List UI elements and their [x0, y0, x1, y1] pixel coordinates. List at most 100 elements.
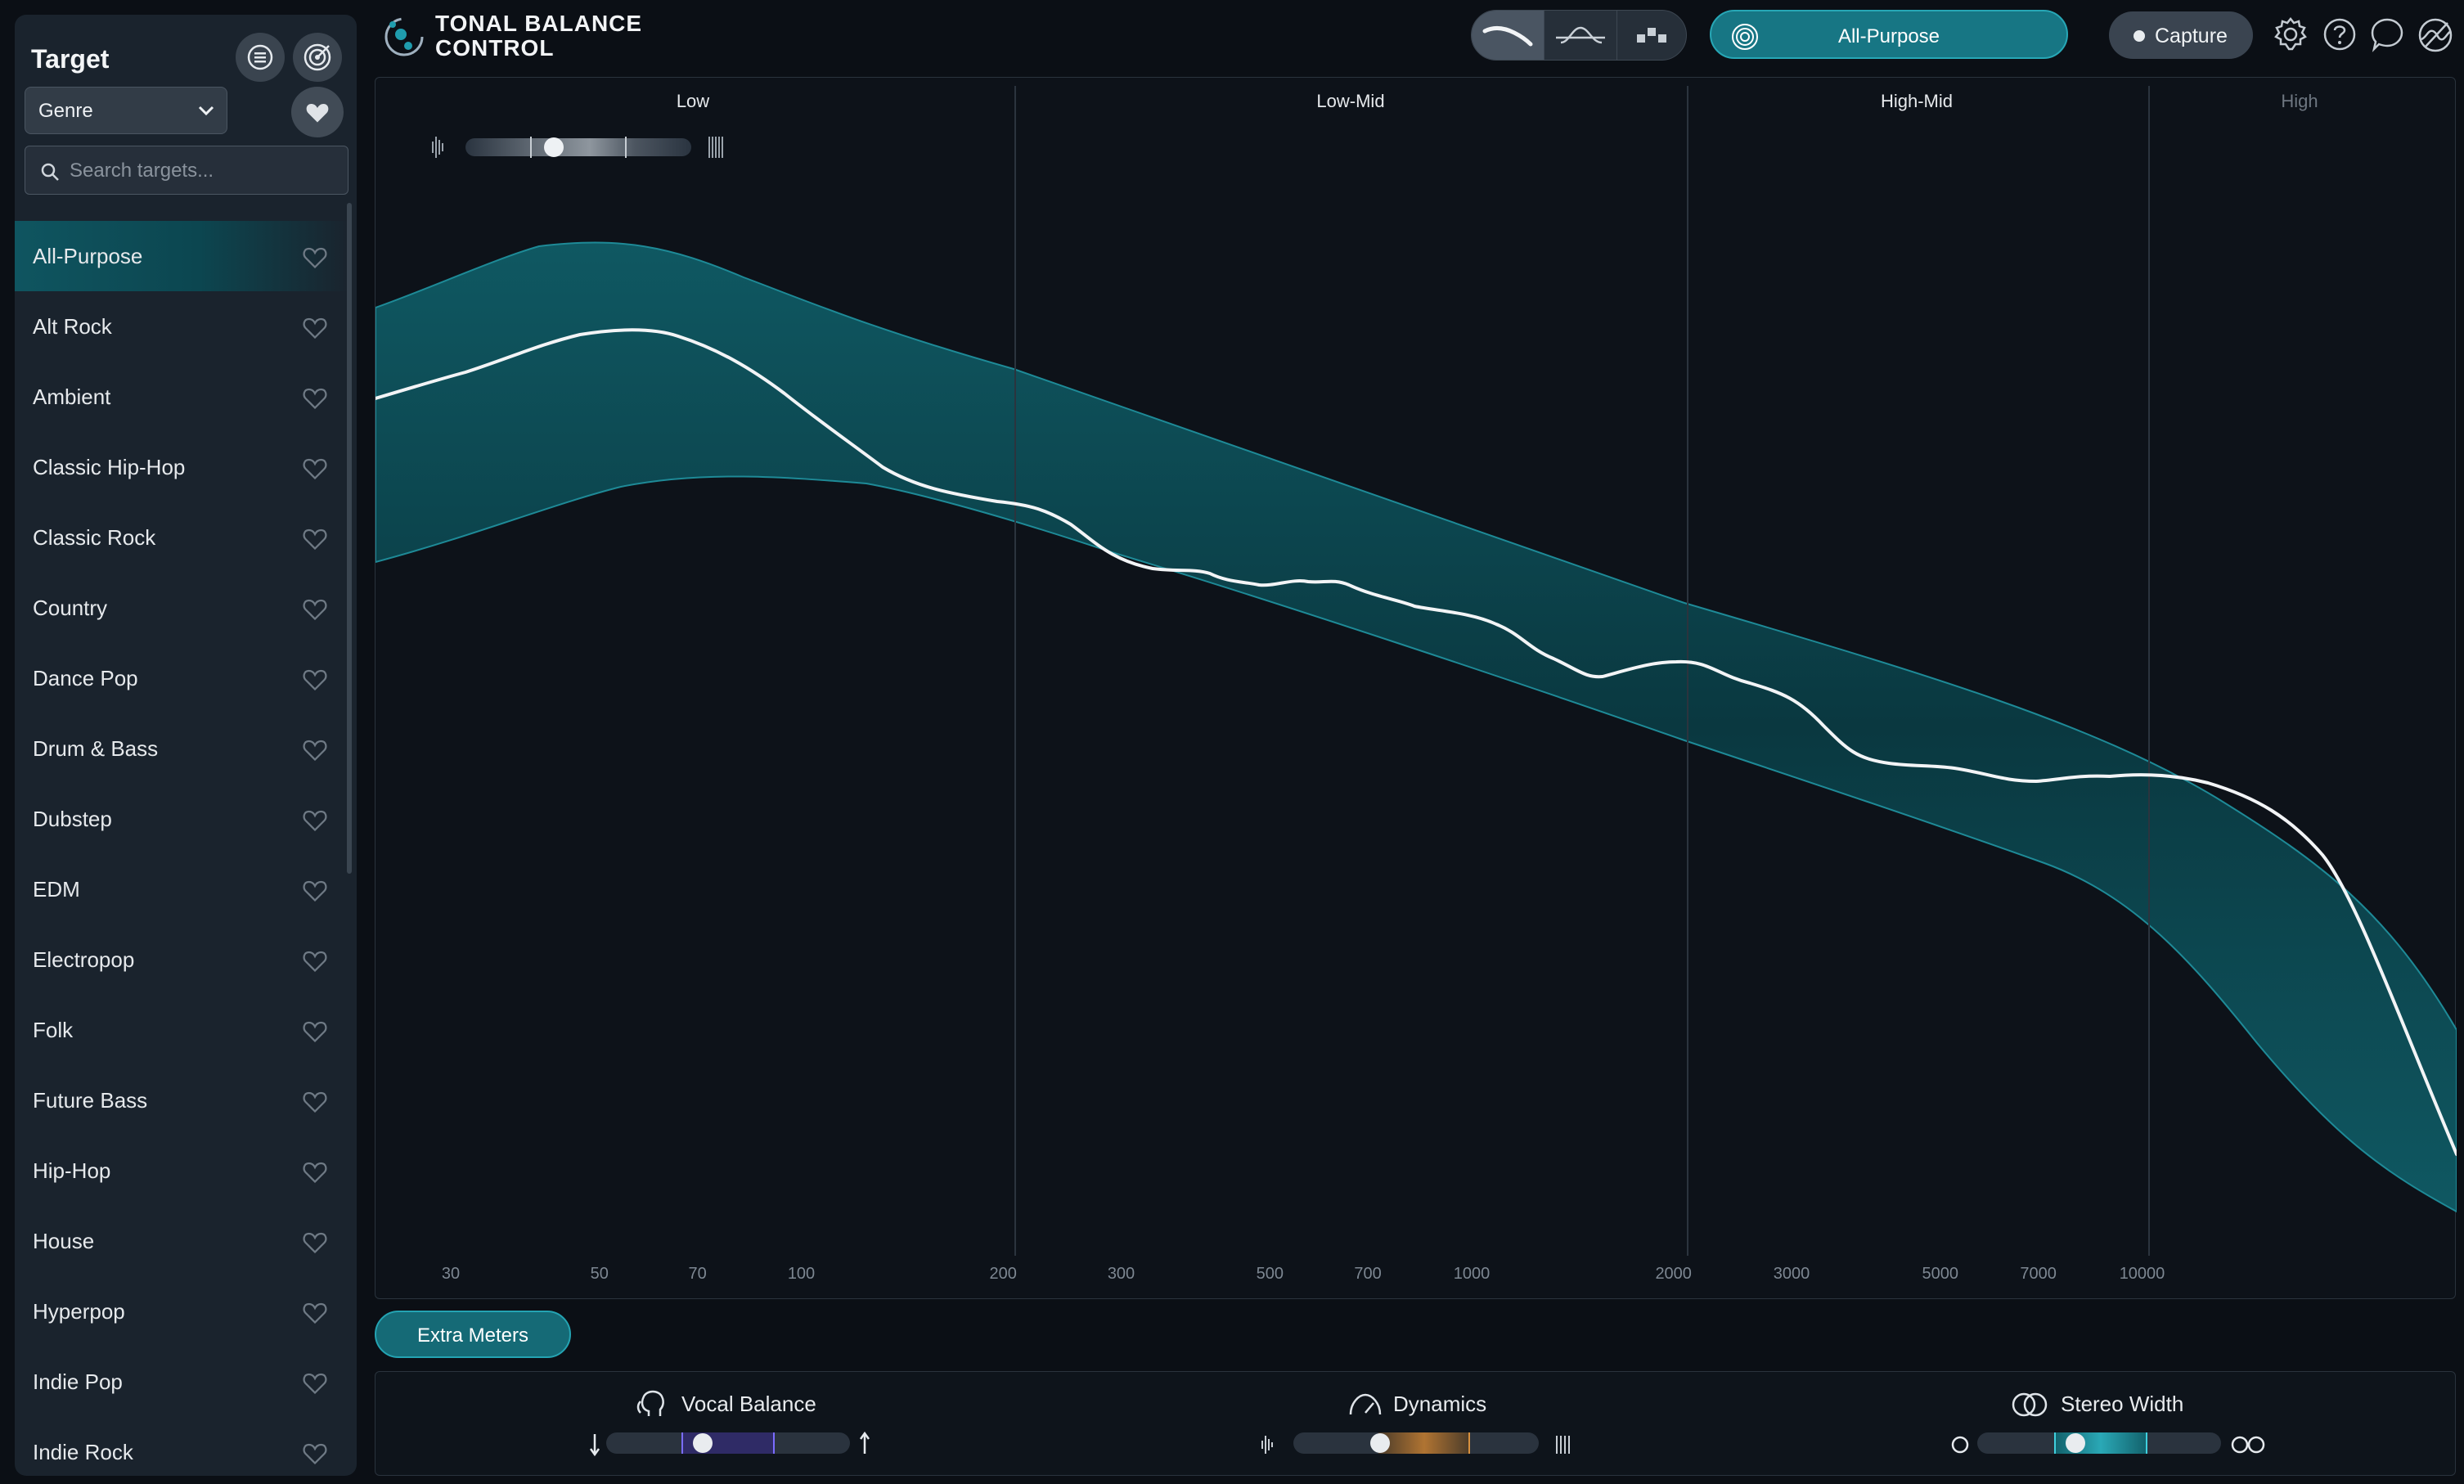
- heart-outline-icon[interactable]: [303, 1230, 327, 1253]
- custom-target-button[interactable]: [293, 33, 342, 82]
- spectrum-graph: Low Low-Mid High-Mid High 30 50 70 100 200 30…: [375, 86, 2457, 1283]
- frequency-tick-label: 70: [688, 1265, 706, 1283]
- target-list-item-label: Drum & Bass: [33, 736, 159, 761]
- genre-dropdown[interactable]: Genre: [25, 87, 227, 134]
- crest-factor-view-button[interactable]: [1544, 11, 1617, 60]
- heart-outline-icon[interactable]: [303, 1160, 327, 1183]
- frequency-tick-label: 700: [1354, 1265, 1381, 1283]
- heart-outline-icon[interactable]: [303, 456, 327, 479]
- frequency-tick-label: 50: [591, 1265, 609, 1283]
- target-list-item[interactable]: Indie Pop: [15, 1347, 350, 1417]
- chevron-down-icon: [198, 106, 214, 116]
- smoothing-high-icon: [708, 137, 723, 158]
- dynamics-indicator: [1370, 1433, 1390, 1453]
- smoothing-low-icon: [432, 137, 443, 158]
- target-list-item[interactable]: Future Bass: [15, 1065, 350, 1135]
- heart-outline-icon[interactable]: [303, 1441, 327, 1464]
- current-target-button[interactable]: All-Purpose: [1710, 10, 2068, 59]
- frequency-tick-label: 3000: [1774, 1265, 1810, 1283]
- heart-outline-icon[interactable]: [303, 879, 327, 902]
- target-list-item[interactable]: Dance Pop: [15, 643, 350, 713]
- heart-outline-icon[interactable]: [303, 245, 327, 268]
- eq-link-icon[interactable]: [2417, 16, 2454, 54]
- range-marker: [2146, 1432, 2147, 1454]
- gauge-icon: [1349, 1393, 1382, 1415]
- spectrum-curve: [375, 328, 2457, 1156]
- target-list-item[interactable]: Hip-Hop: [15, 1135, 350, 1206]
- extra-meters-panel: Vocal Balance Dynamics Stereo Width: [375, 1371, 2456, 1476]
- search-input[interactable]: [68, 155, 341, 187]
- target-list-item[interactable]: House: [15, 1206, 350, 1276]
- target-library-icon: [247, 44, 273, 70]
- smoothing-track[interactable]: [465, 138, 691, 156]
- heart-outline-icon[interactable]: [303, 738, 327, 761]
- frequency-tick-label: 300: [1108, 1265, 1135, 1283]
- target-list-item[interactable]: Ambient: [15, 362, 350, 432]
- target-list-item-label: All-Purpose: [33, 244, 143, 268]
- extra-meters-label: Extra Meters: [416, 1324, 529, 1347]
- heart-outline-icon[interactable]: [303, 668, 327, 690]
- vocal-head-icon: [636, 1390, 664, 1416]
- dynamics-range: [1378, 1432, 1470, 1454]
- bars-view-icon: [1637, 28, 1666, 43]
- heart-outline-icon[interactable]: [303, 1090, 327, 1113]
- target-list-item-label: Dance Pop: [33, 666, 138, 690]
- target-list-item-label: Future Bass: [33, 1088, 148, 1113]
- heart-outline-icon[interactable]: [303, 949, 327, 972]
- target-list-item[interactable]: Drum & Bass: [15, 713, 350, 784]
- heart-outline-icon[interactable]: [303, 527, 327, 550]
- app-title: TONAL BALANCE CONTROL: [435, 11, 642, 61]
- target-list-item[interactable]: All-Purpose: [15, 221, 350, 291]
- range-marker: [773, 1432, 775, 1454]
- target-list-item-label: Alt Rock: [33, 314, 112, 339]
- frequency-tick-label: 100: [788, 1265, 815, 1283]
- favorites-filter-button[interactable]: [291, 87, 344, 137]
- extra-meters-button[interactable]: Extra Meters: [375, 1311, 571, 1358]
- target-list-item-label: Country: [33, 596, 108, 620]
- target-list-item-label: Hyperpop: [33, 1299, 125, 1324]
- target-list-item-label: Hip-Hop: [33, 1158, 111, 1183]
- target-list-item[interactable]: Folk: [15, 995, 350, 1065]
- settings-icon[interactable]: [2273, 16, 2309, 52]
- smoothing-knob[interactable]: [544, 137, 564, 157]
- target-rings-icon: [304, 43, 331, 71]
- target-list-item[interactable]: Hyperpop: [15, 1276, 350, 1347]
- target-list-item[interactable]: Indie Rock: [15, 1417, 350, 1476]
- smoothing-slider[interactable]: [432, 137, 723, 158]
- search-icon: [41, 163, 59, 181]
- broadband-view-button[interactable]: [1472, 11, 1544, 60]
- bars-view-button[interactable]: [1616, 11, 1686, 60]
- heart-outline-icon[interactable]: [303, 597, 327, 620]
- target-list-item[interactable]: Electropop: [15, 924, 350, 995]
- band-label-low: Low: [677, 91, 709, 111]
- target-library-button[interactable]: [236, 33, 285, 82]
- frequency-tick-label: 2000: [1655, 1265, 1692, 1283]
- target-list-item[interactable]: Classic Hip-Hop: [15, 432, 350, 502]
- frequency-tick-label: 500: [1257, 1265, 1284, 1283]
- target-list-item[interactable]: Classic Rock: [15, 502, 350, 573]
- target-list-item[interactable]: Dubstep: [15, 784, 350, 854]
- help-icon[interactable]: [2322, 16, 2358, 52]
- target-list-item[interactable]: Alt Rock: [15, 291, 350, 362]
- stereo-width-indicator: [2066, 1433, 2085, 1453]
- heart-outline-icon[interactable]: [303, 316, 327, 339]
- target-list-item-label: Ambient: [33, 384, 111, 409]
- heart-outline-icon[interactable]: [303, 1301, 327, 1324]
- target-list-item[interactable]: EDM: [15, 854, 350, 924]
- search-box[interactable]: [25, 146, 348, 195]
- heart-outline-icon[interactable]: [303, 1019, 327, 1042]
- speech-bubble-icon[interactable]: [2369, 16, 2405, 52]
- frequency-tick-label: 30: [442, 1265, 460, 1283]
- sidebar-scrollbar[interactable]: [347, 203, 352, 874]
- capture-label: Capture: [2155, 25, 2228, 47]
- stereo-circles-icon: [2012, 1392, 2048, 1417]
- target-list-item[interactable]: Country: [15, 573, 350, 643]
- target-list-item-label: House: [33, 1229, 95, 1253]
- heart-outline-icon[interactable]: [303, 808, 327, 831]
- capture-button[interactable]: Capture: [2109, 11, 2253, 59]
- heart-outline-icon[interactable]: [303, 386, 327, 409]
- heart-outline-icon[interactable]: [303, 1371, 327, 1394]
- target-list-item-label: Folk: [33, 1018, 74, 1042]
- target-rings-icon: [1732, 24, 1758, 50]
- range-marker: [681, 1432, 683, 1454]
